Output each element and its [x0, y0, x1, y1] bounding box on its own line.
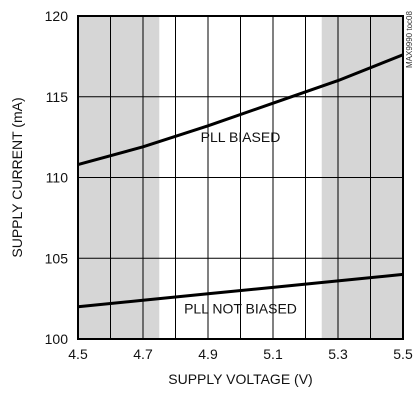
- series-lines: [77, 53, 404, 309]
- figure-id-label: MAX9990 toc08: [405, 11, 414, 68]
- series-line-0: [77, 53, 404, 167]
- x-tick-label: 5.5: [393, 346, 413, 362]
- x-tick-label: 4.5: [68, 346, 88, 362]
- y-tick-label: 105: [45, 250, 69, 266]
- x-axis-label: SUPPLY VOLTAGE (V): [168, 371, 312, 387]
- y-axis-label: SUPPLY CURRENT (mA): [9, 97, 25, 257]
- x-tick-labels: 4.5 4.7 4.9 5.1 5.3 5.5: [68, 346, 413, 362]
- series-annotation: PLL BIASED: [201, 129, 281, 145]
- y-tick-label: 115: [46, 89, 69, 105]
- series-annotation: PLL NOT BIASED: [184, 300, 297, 316]
- y-tick-label: 110: [46, 170, 69, 186]
- y-tick-labels: 100 105 110 115 120: [45, 8, 69, 347]
- series-line-1: [77, 272, 404, 309]
- y-tick-label: 120: [45, 8, 69, 24]
- annotations: PLL BIASED PLL NOT BIASED: [184, 129, 297, 316]
- x-tick-label: 5.3: [328, 346, 348, 362]
- y-tick-label: 100: [45, 331, 69, 347]
- x-tick-label: 4.7: [133, 346, 153, 362]
- plot-frame: [77, 15, 404, 340]
- x-tick-label: 5.1: [263, 346, 283, 362]
- x-tick-label: 4.9: [198, 346, 218, 362]
